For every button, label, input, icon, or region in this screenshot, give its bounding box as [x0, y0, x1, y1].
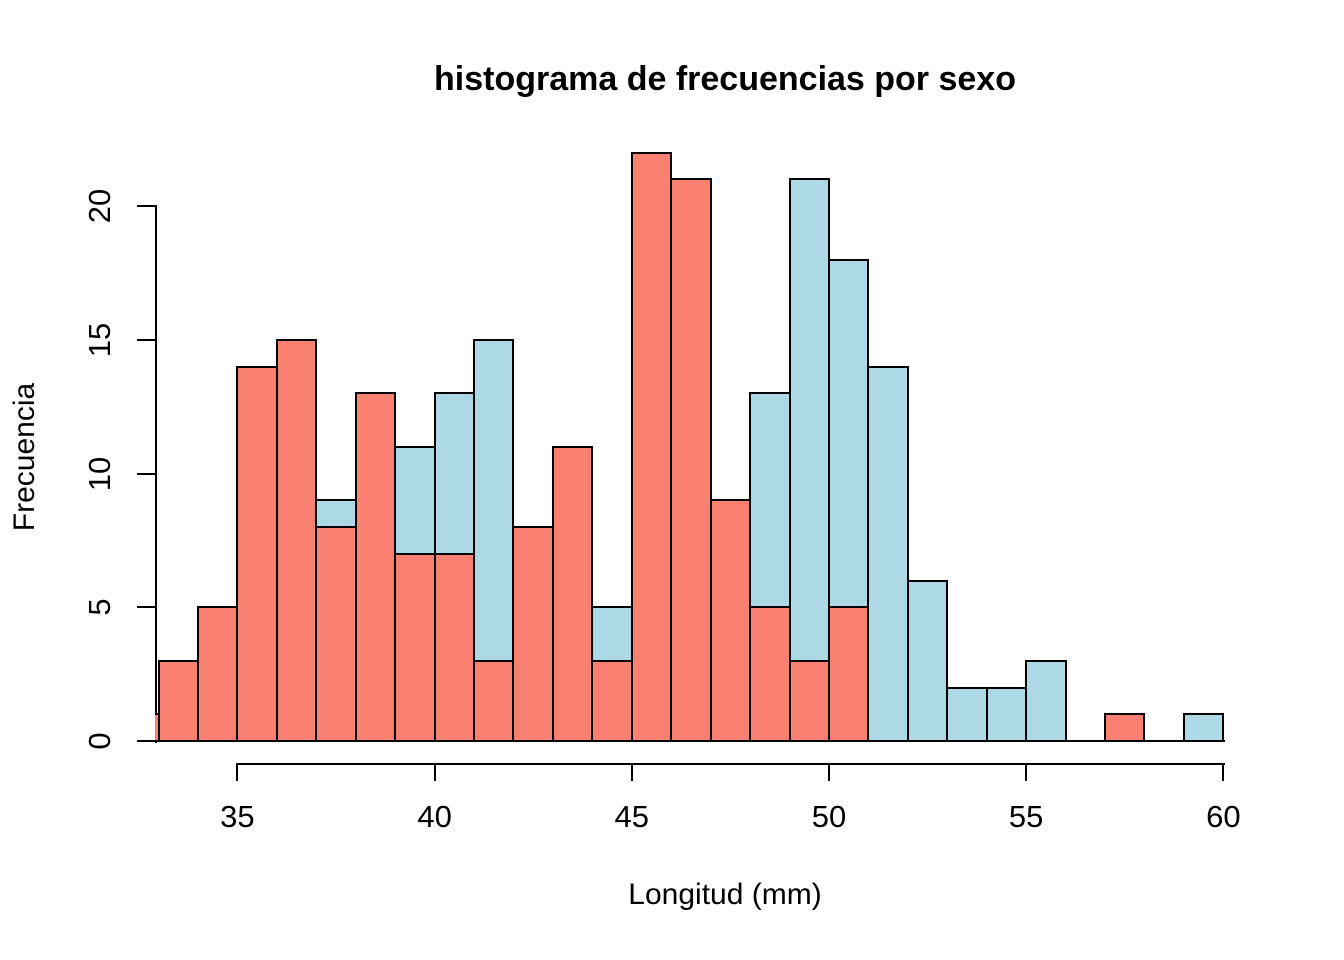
y-axis-label: Frecuencia [8, 382, 41, 532]
x-axis-tick-label: 50 [811, 799, 847, 834]
x-axis-tick [827, 763, 830, 781]
histogram-bar-sexo-salmon [1104, 713, 1146, 742]
y-axis-tick [137, 740, 157, 742]
y-axis-tick [137, 606, 157, 609]
x-axis-tick-label: 60 [1206, 799, 1241, 834]
histogram-bar-sexo-lightblue [1025, 659, 1067, 742]
histogram-bar-sexo-lightblue [1182, 713, 1225, 742]
y-axis-tick [137, 338, 157, 341]
histogram-bar-sexo-salmon [827, 606, 870, 742]
y-axis-tick-label: 5 [82, 598, 117, 616]
histogram-bar-sexo-lightblue [985, 686, 1028, 742]
y-axis-tick-label: 20 [82, 188, 117, 224]
histogram-bar-sexo-salmon [354, 392, 397, 742]
histogram-bar-sexo-lightblue [788, 178, 830, 742]
histogram-bar-sexo-salmon [749, 606, 791, 742]
y-axis-tick-label: 10 [82, 456, 117, 491]
x-axis-tick [1025, 763, 1028, 781]
histogram-bar-sexo-salmon [433, 552, 476, 742]
x-axis-line [237, 763, 1226, 765]
histogram-bar-sexo-lightblue [906, 579, 949, 742]
x-axis-tick-label: 40 [417, 799, 452, 834]
y-axis-tick-label: 0 [82, 732, 117, 750]
x-axis-label: Longitud (mm) [628, 878, 822, 911]
x-axis-tick-label: 35 [220, 799, 255, 834]
y-axis-tick [137, 205, 157, 207]
x-axis-tick-label: 45 [614, 799, 649, 834]
histogram-bar-sexo-salmon [788, 659, 830, 742]
x-axis-tick-label: 55 [1008, 799, 1044, 834]
histogram-bar-sexo-salmon [709, 499, 752, 742]
histogram-bar-sexo-salmon [473, 659, 515, 742]
plot-area [155, 140, 1295, 744]
y-axis-line [155, 206, 157, 743]
x-axis-tick [433, 763, 436, 781]
histogram-bar-sexo-salmon [512, 526, 554, 742]
y-axis-tick [137, 472, 157, 475]
histogram-bar-sexo-salmon [275, 338, 318, 742]
histogram-bar-sexo-salmon [196, 606, 239, 742]
histogram-bar-sexo-salmon [551, 445, 594, 742]
y-axis-tick-label: 15 [82, 322, 117, 357]
histogram-bar-sexo-salmon [630, 151, 673, 742]
histogram-bar-sexo-lightblue [946, 686, 988, 742]
x-axis-tick [1222, 763, 1225, 781]
histogram-bar-sexo-salmon [394, 552, 436, 742]
histogram-bar-sexo-salmon [157, 659, 199, 742]
histogram-bar-sexo-salmon [591, 659, 633, 742]
histogram-bar-sexo-salmon [315, 526, 357, 742]
chart-title: histograma de frecuencias por sexo [434, 60, 1016, 98]
histogram-bar-sexo-lightblue [867, 365, 909, 742]
x-axis-tick [236, 763, 239, 781]
histogram-bar-sexo-salmon [236, 365, 278, 742]
histogram-bar-sexo-salmon [670, 178, 712, 742]
x-axis-tick [630, 763, 633, 781]
